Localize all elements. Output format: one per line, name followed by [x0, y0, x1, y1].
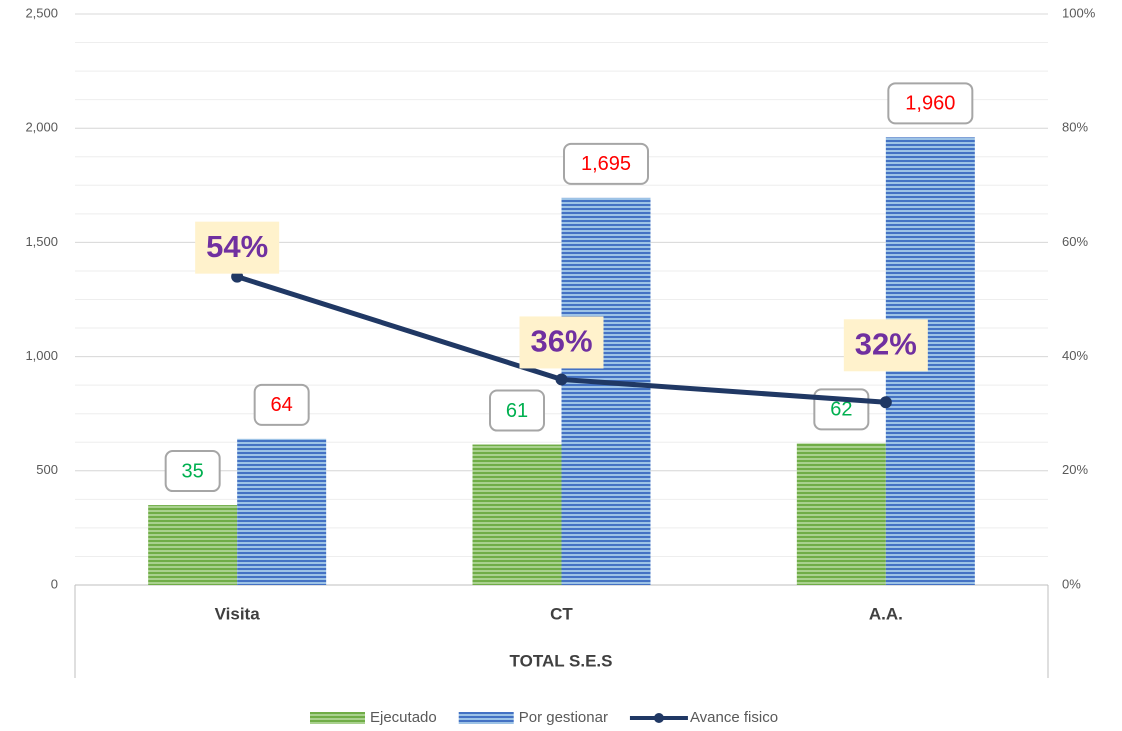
- y2-tick-label: 0%: [1062, 576, 1081, 591]
- data-label-bg: [195, 221, 280, 274]
- bar: [796, 443, 886, 585]
- data-label: 62: [830, 399, 852, 421]
- y-tick-label: 1,500: [25, 234, 58, 249]
- line-marker: [555, 373, 568, 386]
- y2-tick-label: 80%: [1062, 120, 1088, 135]
- bar: [148, 505, 238, 585]
- y-tick-label: 2,500: [25, 5, 58, 20]
- x-tick-label: Visita: [215, 604, 261, 623]
- y-tick-label: 0: [51, 576, 58, 591]
- data-label: 64: [271, 394, 293, 416]
- bar: [237, 438, 327, 585]
- data-label-box: [887, 82, 974, 125]
- x-axis-label: TOTAL S.E.S: [510, 651, 613, 670]
- data-label-bg: [843, 319, 928, 372]
- legend-label: Ejecutado: [370, 709, 437, 726]
- data-label: 32%: [855, 326, 917, 361]
- legend-label: Por gestionar: [519, 709, 608, 726]
- data-label: 36%: [530, 324, 592, 359]
- y2-tick-label: 20%: [1062, 462, 1088, 477]
- bar: [561, 197, 651, 585]
- data-label-box: [489, 389, 545, 432]
- legend-swatch: [458, 712, 514, 724]
- y2-tick-label: 40%: [1062, 348, 1088, 363]
- data-label-box: [563, 142, 649, 185]
- y-tick-label: 1,000: [25, 348, 58, 363]
- line-marker: [879, 396, 892, 409]
- data-label-bg: [519, 316, 604, 369]
- y2-tick-label: 60%: [1062, 234, 1088, 249]
- x-tick-label: CT: [550, 604, 573, 623]
- legend-label: Avance fisico: [690, 709, 778, 726]
- data-label: 1,695: [581, 153, 631, 175]
- y2-tick-label: 100%: [1062, 5, 1096, 20]
- y-tick-label: 2,000: [25, 120, 58, 135]
- bar: [472, 444, 562, 585]
- y-tick-label: 500: [36, 462, 58, 477]
- data-label: 35: [182, 460, 204, 482]
- data-label: 54%: [206, 229, 268, 264]
- legend-swatch: [310, 712, 365, 724]
- data-label: 1,960: [905, 93, 955, 115]
- x-tick-label: A.A.: [869, 604, 903, 623]
- data-label-box: [164, 450, 221, 493]
- legend-marker: [653, 713, 664, 723]
- data-label-box: [253, 383, 310, 426]
- data-label: 61: [506, 400, 528, 422]
